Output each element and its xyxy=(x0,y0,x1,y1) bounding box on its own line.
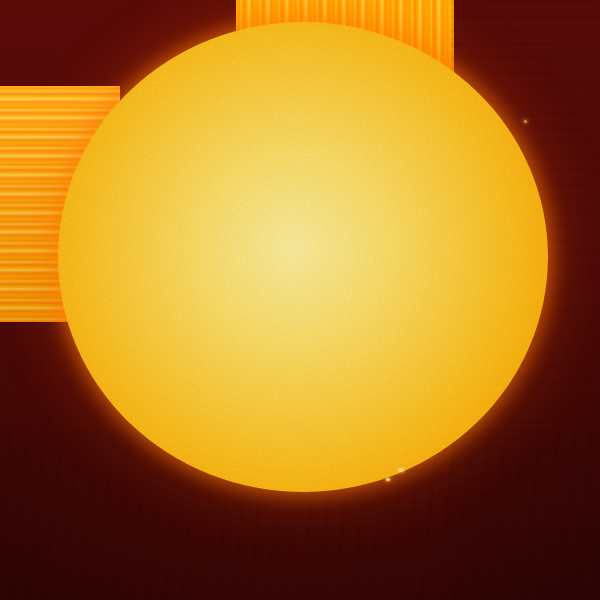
sun-disc xyxy=(58,22,548,492)
granulation-texture xyxy=(58,22,548,492)
limb-dot xyxy=(524,120,527,123)
prominence-spot xyxy=(386,478,390,481)
prominence-spot xyxy=(398,468,404,472)
